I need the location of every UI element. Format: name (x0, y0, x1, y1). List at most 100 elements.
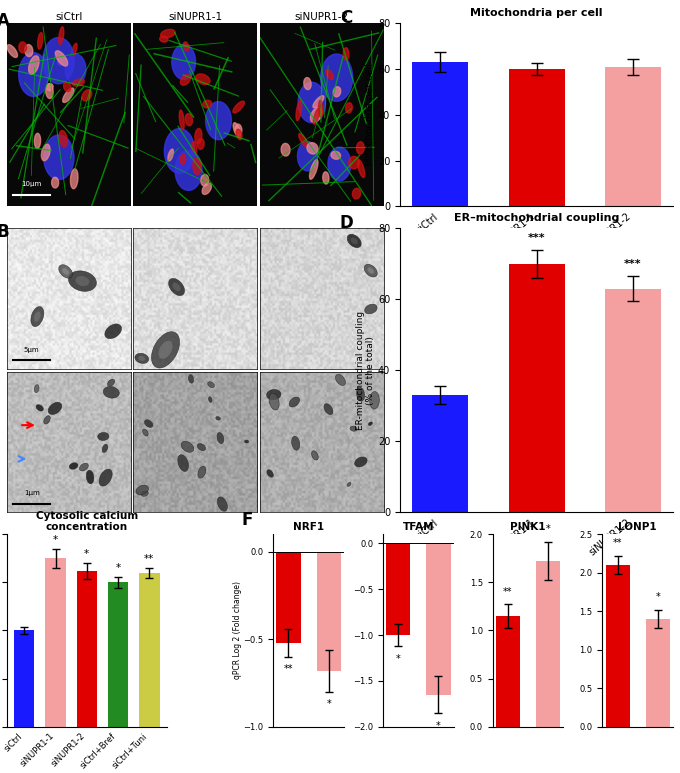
Ellipse shape (58, 27, 64, 45)
Ellipse shape (267, 390, 281, 400)
Ellipse shape (370, 391, 379, 409)
Ellipse shape (235, 124, 242, 135)
Ellipse shape (75, 276, 90, 286)
Ellipse shape (168, 149, 173, 161)
Circle shape (43, 38, 74, 83)
Text: **: ** (613, 538, 622, 548)
Bar (605, 66, 661, 206)
Ellipse shape (216, 417, 220, 420)
Ellipse shape (7, 45, 18, 57)
Ellipse shape (180, 155, 186, 165)
Ellipse shape (138, 356, 146, 361)
Ellipse shape (233, 101, 244, 113)
Bar (413, 395, 469, 512)
Ellipse shape (289, 397, 300, 407)
Ellipse shape (135, 353, 149, 363)
Ellipse shape (107, 380, 115, 386)
Ellipse shape (324, 404, 333, 414)
Text: **: ** (503, 587, 513, 597)
Text: *: * (436, 720, 441, 730)
Ellipse shape (105, 324, 122, 339)
Ellipse shape (326, 70, 333, 80)
Bar (605, 288, 661, 512)
Ellipse shape (143, 429, 148, 436)
Ellipse shape (48, 402, 62, 414)
Text: *: * (84, 550, 89, 560)
Text: 5μm: 5μm (24, 347, 39, 353)
Ellipse shape (245, 440, 249, 443)
Bar (606, 565, 630, 727)
Ellipse shape (313, 96, 324, 107)
Ellipse shape (35, 385, 39, 393)
Ellipse shape (203, 100, 211, 108)
Ellipse shape (86, 470, 94, 484)
Ellipse shape (24, 45, 33, 56)
Bar (139, 573, 160, 727)
Text: F: F (241, 511, 253, 530)
Bar (646, 619, 670, 727)
Ellipse shape (347, 234, 361, 247)
Ellipse shape (198, 466, 206, 478)
Ellipse shape (358, 160, 364, 178)
Ellipse shape (102, 444, 108, 452)
Circle shape (165, 128, 194, 173)
Title: NRF1: NRF1 (293, 522, 324, 532)
Circle shape (297, 141, 318, 171)
Y-axis label: qPCR Log 2 (Fold change): qPCR Log 2 (Fold change) (233, 581, 242, 679)
Ellipse shape (36, 405, 44, 411)
Y-axis label: ER-mitochondrial coupling
(% of the total): ER-mitochondrial coupling (% of the tota… (356, 311, 375, 430)
Ellipse shape (145, 420, 153, 427)
Title: LONP1: LONP1 (619, 522, 657, 532)
Ellipse shape (333, 87, 341, 97)
Ellipse shape (177, 455, 188, 472)
Ellipse shape (73, 79, 84, 86)
Title: PINK1: PINK1 (510, 522, 546, 532)
Ellipse shape (195, 128, 202, 144)
Ellipse shape (31, 307, 44, 326)
Ellipse shape (46, 83, 53, 90)
Ellipse shape (160, 36, 168, 42)
Ellipse shape (55, 51, 67, 66)
Circle shape (65, 54, 86, 85)
Ellipse shape (63, 82, 71, 92)
Text: C: C (340, 9, 352, 26)
Ellipse shape (218, 497, 227, 511)
Ellipse shape (180, 74, 190, 85)
Ellipse shape (29, 56, 39, 74)
Ellipse shape (99, 469, 112, 486)
Ellipse shape (58, 54, 65, 65)
Ellipse shape (103, 386, 119, 398)
Ellipse shape (181, 441, 194, 452)
Ellipse shape (82, 90, 92, 101)
Ellipse shape (41, 145, 50, 161)
Ellipse shape (141, 491, 148, 496)
Title: siNUPR1-1: siNUPR1-1 (168, 12, 222, 22)
Bar (14, 631, 35, 727)
Title: siCtrl: siCtrl (55, 12, 82, 22)
Ellipse shape (69, 463, 78, 469)
Ellipse shape (318, 100, 323, 117)
Ellipse shape (369, 422, 373, 425)
Text: *: * (656, 592, 660, 602)
Ellipse shape (152, 332, 180, 368)
Ellipse shape (307, 143, 318, 154)
Ellipse shape (354, 457, 367, 467)
Ellipse shape (349, 156, 360, 169)
Ellipse shape (98, 432, 109, 441)
Ellipse shape (201, 175, 209, 186)
Circle shape (205, 101, 231, 140)
Title: TFAM: TFAM (403, 522, 434, 532)
Circle shape (298, 82, 326, 123)
Ellipse shape (310, 107, 322, 122)
Ellipse shape (192, 141, 197, 156)
Ellipse shape (217, 433, 224, 444)
Ellipse shape (197, 444, 205, 451)
Ellipse shape (343, 48, 349, 60)
Ellipse shape (347, 482, 351, 486)
Ellipse shape (34, 312, 41, 322)
Ellipse shape (185, 114, 192, 126)
Ellipse shape (62, 268, 69, 275)
Ellipse shape (335, 374, 345, 386)
Bar (413, 62, 469, 206)
Circle shape (175, 151, 202, 190)
